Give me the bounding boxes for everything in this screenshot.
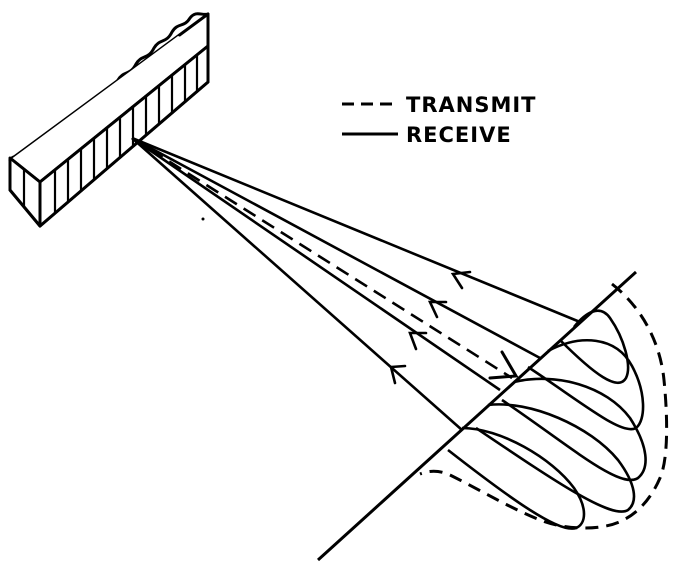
receive-arrowheads <box>389 270 472 385</box>
receive-ray-inner-upper <box>131 136 541 360</box>
lobe-2 <box>527 339 645 431</box>
arrowhead-2 <box>427 300 448 319</box>
receive-rays <box>131 136 581 431</box>
lobe-1 <box>559 309 630 384</box>
lobe-3 <box>501 377 647 482</box>
legend-receive-label: RECEIVE <box>406 123 512 147</box>
array-slat-face <box>10 36 208 182</box>
receive-ray-outer-upper <box>131 136 581 324</box>
legend-transmit-label: TRANSMIT <box>406 93 536 117</box>
receive-ray-outer-lower <box>131 137 463 431</box>
arrowhead-1 <box>450 270 472 290</box>
transmit-envelope <box>419 282 669 530</box>
lobe-5 <box>447 426 586 530</box>
target-plane <box>316 270 638 562</box>
lobe-4 <box>475 403 636 513</box>
legend: TRANSMIT RECEIVE <box>342 93 536 147</box>
transmit-arrowhead <box>488 350 519 380</box>
transmit-ray <box>131 136 513 380</box>
array-slats <box>22 55 199 213</box>
speck <box>201 217 205 221</box>
receive-lobes <box>447 309 647 530</box>
arrowhead-4 <box>389 364 407 385</box>
receive-ray-inner-lower <box>131 136 501 392</box>
arrowhead-3 <box>408 331 428 351</box>
antenna-array <box>8 12 210 228</box>
